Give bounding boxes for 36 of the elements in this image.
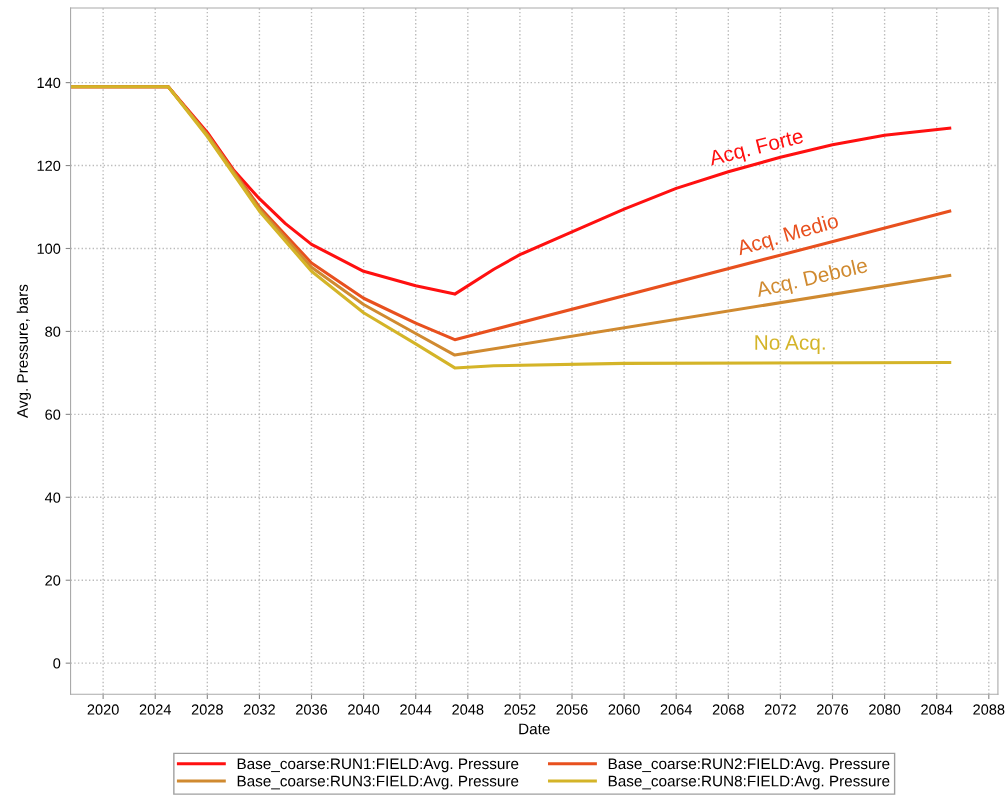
y-tick-label: 100 <box>37 243 61 254</box>
x-tick-label: 2080 <box>869 704 901 715</box>
y-axis-title: Avg. Pressure, bars <box>16 284 31 419</box>
x-tick-label: 2064 <box>660 704 693 715</box>
y-tick-label: 20 <box>45 575 61 586</box>
annotation: Acq. Debole <box>755 257 870 302</box>
x-tick-label: 2040 <box>348 704 380 715</box>
legend-label: Base_coarse:RUN1:FIELD:Avg. Pressure <box>237 758 519 773</box>
legend-label: Base_coarse:RUN3:FIELD:Avg. Pressure <box>237 775 519 790</box>
x-tick-label: 2084 <box>921 704 953 715</box>
x-tick-label: 2036 <box>296 704 328 715</box>
annotation: Acq. Forte <box>708 128 805 170</box>
y-tick-label: 60 <box>45 409 61 420</box>
x-tick-label: 2068 <box>712 704 744 715</box>
y-tick-label: 0 <box>53 658 61 669</box>
x-tick-label: 2072 <box>764 704 796 715</box>
x-tick-label: 2028 <box>191 704 223 715</box>
y-tick-label: 80 <box>45 326 61 337</box>
y-tick-label: 40 <box>44 492 61 503</box>
annotation: No Acq. <box>755 335 825 354</box>
x-tick-label: 2048 <box>452 704 484 715</box>
y-tick-label: 120 <box>37 160 61 171</box>
y-tick-label: 140 <box>37 77 61 89</box>
x-tick-label: 2024 <box>139 704 172 715</box>
x-tick-label: 2060 <box>608 704 640 715</box>
x-tick-label: 2076 <box>817 704 849 715</box>
x-tick-label: 2032 <box>243 704 275 715</box>
x-tick-label: 2020 <box>87 704 119 715</box>
x-tick-label: 2044 <box>400 704 432 715</box>
x-tick-label: 2056 <box>556 704 588 715</box>
x-tick-label: 2088 <box>973 704 1005 715</box>
legend-label: Base_coarse:RUN2:FIELD:Avg. Pressure <box>608 758 890 773</box>
x-tick-label: 2052 <box>504 704 536 715</box>
x-axis-title: Date <box>519 723 550 735</box>
annotation: Acq. Medio <box>735 212 841 260</box>
legend-label: Base_coarse:RUN8:FIELD:Avg. Pressure <box>608 775 890 790</box>
